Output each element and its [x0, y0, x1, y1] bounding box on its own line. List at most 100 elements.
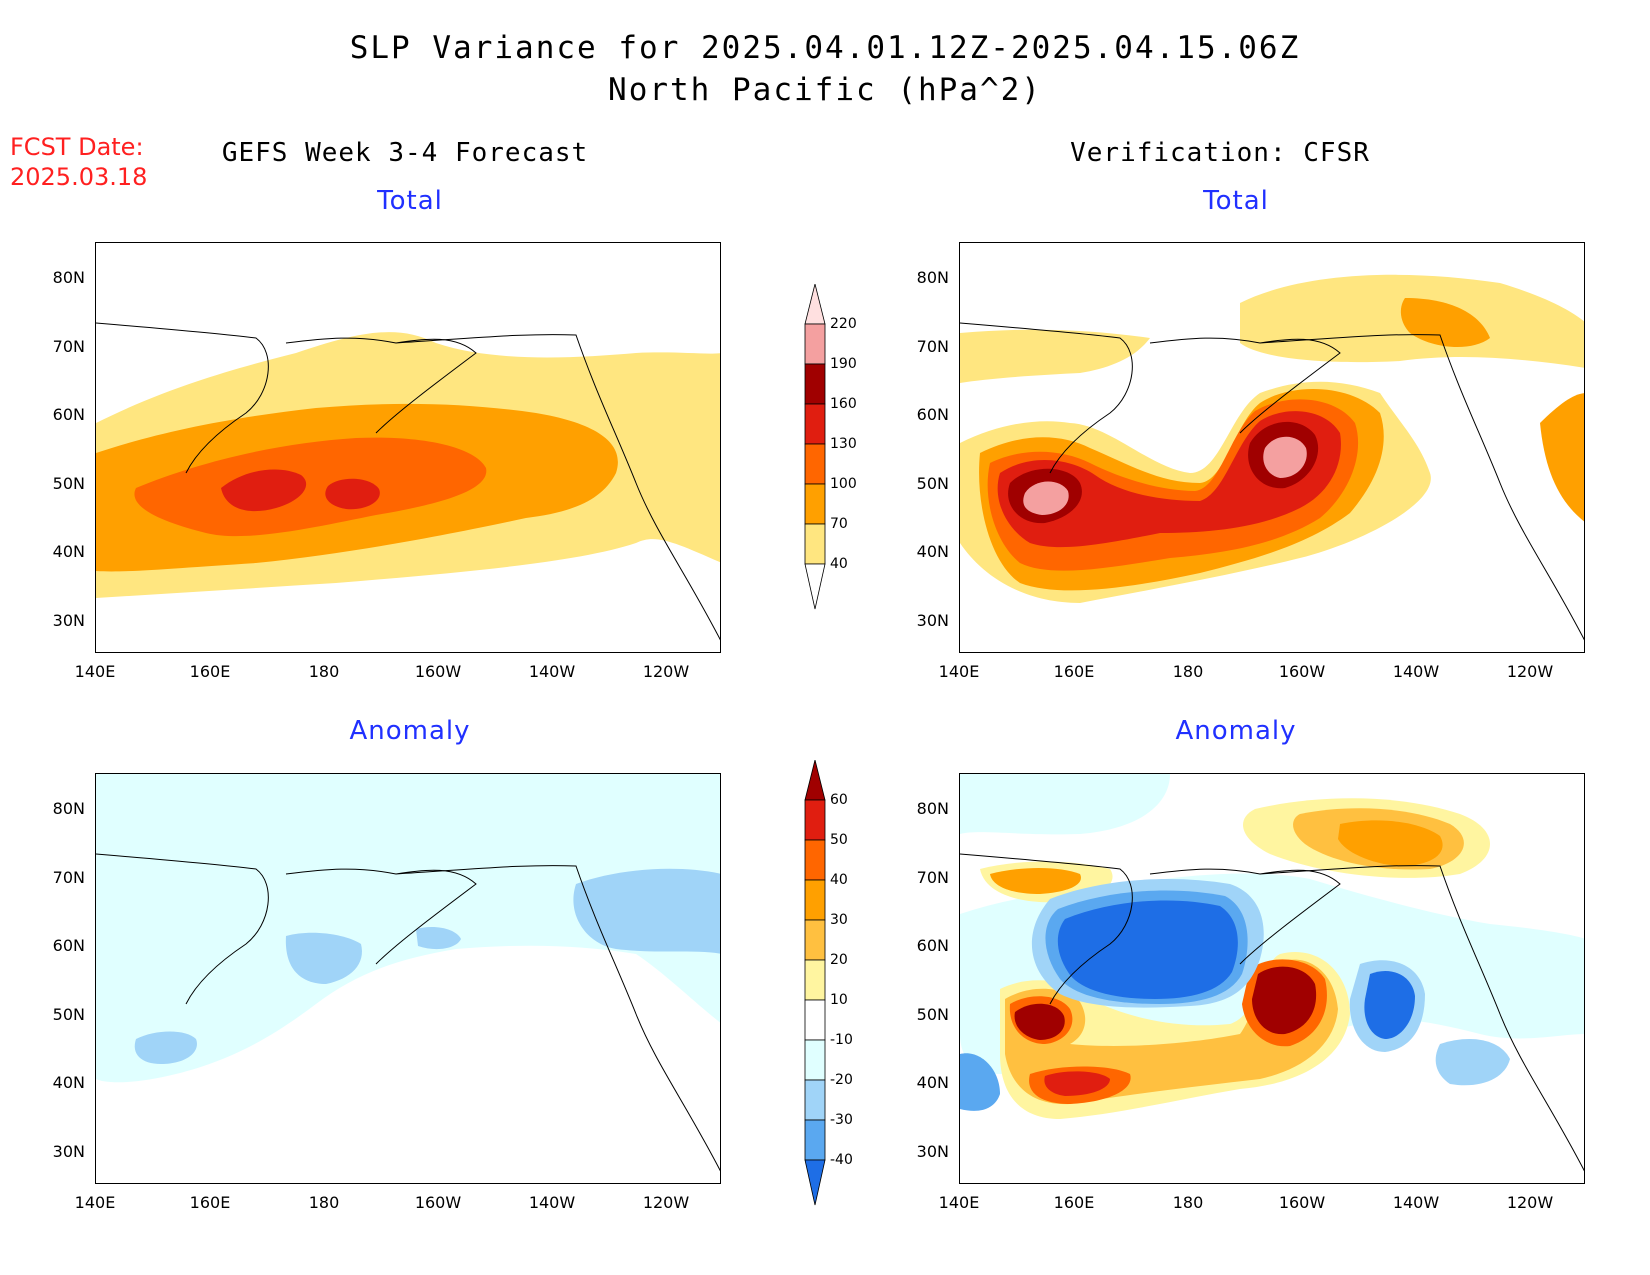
lon-label: 140W — [528, 1193, 576, 1212]
lon-label: 180 — [308, 1193, 340, 1212]
lon-label: 180 — [1172, 662, 1204, 681]
lon-label: 120W — [1506, 662, 1554, 681]
cb-anom-label: 30 — [830, 912, 848, 928]
lat-label: 80N — [916, 799, 949, 818]
cb-anom-swatch — [804, 1039, 826, 1081]
left-column-header: GEFS Week 3-4 Forecast — [221, 138, 589, 168]
main-title: SLP Variance for 2025.04.01.12Z-2025.04.… — [349, 30, 1301, 66]
cb-anom-swatch — [804, 879, 826, 921]
contour-minus10 — [96, 774, 720, 1083]
lat-label: 40N — [52, 1073, 85, 1092]
cb-anom-label: -30 — [830, 1112, 853, 1128]
cb-anom-label: 20 — [830, 952, 848, 968]
coastline-overlay — [96, 322, 720, 641]
coastline — [96, 853, 720, 1172]
lon-label: 140E — [938, 1193, 980, 1212]
cb-anom-label: -40 — [830, 1152, 853, 1168]
contour-190-a — [1023, 481, 1069, 515]
contour-100 — [134, 437, 487, 537]
contour-minus20-d — [416, 927, 461, 950]
cb-anom-swatch — [804, 1119, 826, 1161]
verification-anomaly-field — [960, 774, 1584, 1119]
cb-total-swatch — [804, 323, 826, 365]
contour-minus20-southeast — [1435, 1039, 1510, 1086]
cb-anom-label: 10 — [830, 992, 848, 1008]
map-verification-anomaly — [959, 773, 1585, 1184]
lon-label: 160W — [414, 1193, 462, 1212]
lat-label: 70N — [916, 337, 949, 356]
contour-plus30-west — [990, 868, 1081, 894]
fcst-date: 2025.03.18 — [10, 163, 148, 191]
lat-label: 50N — [52, 1005, 85, 1024]
contour-minus20-a — [573, 868, 720, 954]
lon-label: 160E — [1053, 662, 1095, 681]
lon-label: 160E — [1053, 1193, 1095, 1212]
cb-total-label: 40 — [830, 556, 848, 572]
lon-label: 140E — [74, 662, 116, 681]
cb-total-cap-top — [804, 284, 826, 325]
contour-40-west — [960, 329, 1150, 383]
lat-label: 30N — [916, 611, 949, 630]
top-left-subtitle: Total — [377, 186, 443, 216]
lat-label: 80N — [916, 268, 949, 287]
cb-total-label: 220 — [830, 316, 857, 332]
cb-anom-swatch — [804, 999, 826, 1041]
cb-total-label: 130 — [830, 436, 857, 452]
lon-label: 120W — [642, 662, 690, 681]
lon-label: 140W — [1392, 1193, 1440, 1212]
contour-minus20-southwest — [960, 1053, 1000, 1111]
map-forecast-anomaly — [95, 773, 721, 1184]
cb-total-swatch — [804, 523, 826, 565]
lon-label: 120W — [642, 1193, 690, 1212]
lat-label: 30N — [916, 1142, 949, 1161]
coastline — [96, 322, 720, 641]
lat-label: 80N — [52, 799, 85, 818]
contour-plus60-b — [1252, 966, 1317, 1035]
contour-minus20-c — [134, 1031, 197, 1064]
cb-total-label: 70 — [830, 516, 848, 532]
lon-label: 180 — [1172, 1193, 1204, 1212]
lon-label: 160W — [1278, 662, 1326, 681]
cb-total-swatch — [804, 403, 826, 445]
lat-label: 60N — [916, 405, 949, 424]
coastline-overlay — [960, 322, 1584, 641]
contour-190-b — [1263, 436, 1307, 478]
anomaly-colorbar — [804, 760, 826, 1206]
fcst-label: FCST Date: — [10, 133, 144, 161]
cb-total-label: 100 — [830, 476, 857, 492]
lat-label: 70N — [52, 337, 85, 356]
cb-anom-cap-top — [804, 760, 826, 801]
cb-anom-swatch — [804, 919, 826, 961]
lon-label: 120W — [1506, 1193, 1554, 1212]
lat-label: 60N — [52, 405, 85, 424]
cb-anom-label: 40 — [830, 872, 848, 888]
lat-label: 50N — [916, 1005, 949, 1024]
lat-label: 40N — [52, 542, 85, 561]
main-subtitle: North Pacific (hPa^2) — [608, 72, 1042, 108]
lon-label: 180 — [308, 662, 340, 681]
cb-anom-swatch — [804, 799, 826, 841]
lat-label: 30N — [52, 611, 85, 630]
cb-anom-swatch — [804, 1079, 826, 1121]
contour-minus40-east — [1364, 970, 1415, 1039]
lat-label: 80N — [52, 268, 85, 287]
cb-total-cap-bottom — [804, 563, 826, 610]
cb-total-label: 160 — [830, 396, 857, 412]
cb-total-swatch — [804, 363, 826, 405]
coastline — [960, 853, 1584, 1172]
contour-minus20-b — [285, 932, 362, 984]
bottom-right-subtitle: Anomaly — [1175, 716, 1297, 746]
lon-label: 160W — [414, 662, 462, 681]
forecast-anomaly-field — [96, 774, 720, 1083]
lon-label: 160W — [1278, 1193, 1326, 1212]
cb-anom-label: -10 — [830, 1032, 853, 1048]
lat-label: 40N — [916, 1073, 949, 1092]
lon-label: 160E — [189, 662, 231, 681]
cb-anom-swatch — [804, 839, 826, 881]
lat-label: 50N — [916, 474, 949, 493]
forecast-total-field — [96, 332, 720, 598]
cb-anom-label: 60 — [830, 792, 848, 808]
cb-anom-label: -20 — [830, 1072, 853, 1088]
total-colorbar — [804, 284, 826, 610]
lon-label: 140W — [1392, 662, 1440, 681]
